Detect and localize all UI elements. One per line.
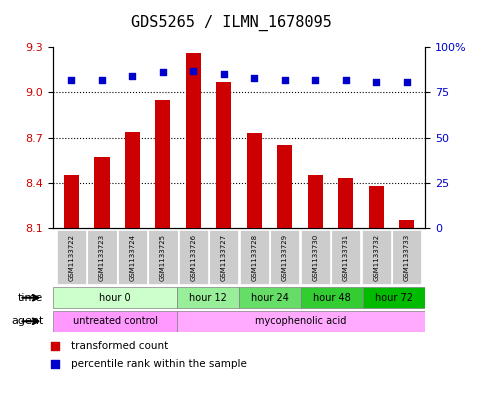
Point <box>68 77 75 83</box>
Text: GSM1133730: GSM1133730 <box>313 234 318 281</box>
Text: time: time <box>18 293 43 303</box>
Point <box>372 78 380 84</box>
Point <box>342 77 350 83</box>
Bar <box>155 100 170 228</box>
Bar <box>308 175 323 228</box>
Bar <box>277 145 292 228</box>
Text: GSM1133724: GSM1133724 <box>129 234 135 281</box>
Point <box>52 343 59 349</box>
FancyBboxPatch shape <box>270 230 299 285</box>
FancyBboxPatch shape <box>57 230 86 285</box>
Text: hour 24: hour 24 <box>251 293 289 303</box>
Text: hour 72: hour 72 <box>375 293 413 303</box>
FancyBboxPatch shape <box>209 230 239 285</box>
FancyBboxPatch shape <box>362 230 391 285</box>
Bar <box>125 132 140 228</box>
FancyBboxPatch shape <box>239 287 301 309</box>
Bar <box>216 82 231 228</box>
Text: GSM1133728: GSM1133728 <box>251 234 257 281</box>
Bar <box>186 53 201 228</box>
FancyBboxPatch shape <box>148 230 178 285</box>
Text: GDS5265 / ILMN_1678095: GDS5265 / ILMN_1678095 <box>131 15 332 31</box>
FancyBboxPatch shape <box>300 230 330 285</box>
Text: GSM1133723: GSM1133723 <box>99 234 105 281</box>
Text: GSM1133726: GSM1133726 <box>190 234 197 281</box>
Text: GSM1133727: GSM1133727 <box>221 234 227 281</box>
FancyBboxPatch shape <box>331 230 360 285</box>
Point <box>251 75 258 81</box>
Point <box>128 73 136 79</box>
Bar <box>399 220 414 228</box>
Point <box>98 77 106 83</box>
Text: hour 0: hour 0 <box>99 293 131 303</box>
Text: mycophenolic acid: mycophenolic acid <box>256 316 347 326</box>
Point <box>159 69 167 75</box>
FancyBboxPatch shape <box>301 287 363 309</box>
Point <box>189 68 197 74</box>
Text: percentile rank within the sample: percentile rank within the sample <box>71 360 247 369</box>
FancyBboxPatch shape <box>118 230 147 285</box>
Point <box>220 71 227 77</box>
FancyBboxPatch shape <box>177 310 425 332</box>
FancyBboxPatch shape <box>240 230 269 285</box>
Point <box>52 361 59 367</box>
Bar <box>247 133 262 228</box>
Bar <box>64 175 79 228</box>
Text: transformed count: transformed count <box>71 341 169 351</box>
Point <box>312 77 319 83</box>
Bar <box>369 186 384 228</box>
Text: GSM1133731: GSM1133731 <box>343 234 349 281</box>
Text: GSM1133732: GSM1133732 <box>373 234 379 281</box>
Text: hour 48: hour 48 <box>313 293 351 303</box>
FancyBboxPatch shape <box>177 287 239 309</box>
FancyBboxPatch shape <box>87 230 116 285</box>
Point <box>281 77 289 83</box>
Text: GSM1133729: GSM1133729 <box>282 234 288 281</box>
FancyBboxPatch shape <box>363 287 425 309</box>
Text: GSM1133725: GSM1133725 <box>160 234 166 281</box>
FancyBboxPatch shape <box>53 310 177 332</box>
FancyBboxPatch shape <box>53 287 177 309</box>
Text: agent: agent <box>11 316 43 326</box>
FancyBboxPatch shape <box>392 230 421 285</box>
Text: GSM1133733: GSM1133733 <box>404 234 410 281</box>
Bar <box>338 178 354 228</box>
Point <box>403 78 411 84</box>
Bar <box>94 157 110 228</box>
FancyBboxPatch shape <box>179 230 208 285</box>
Text: untreated control: untreated control <box>72 316 157 326</box>
Text: hour 12: hour 12 <box>189 293 227 303</box>
Text: GSM1133722: GSM1133722 <box>69 234 74 281</box>
